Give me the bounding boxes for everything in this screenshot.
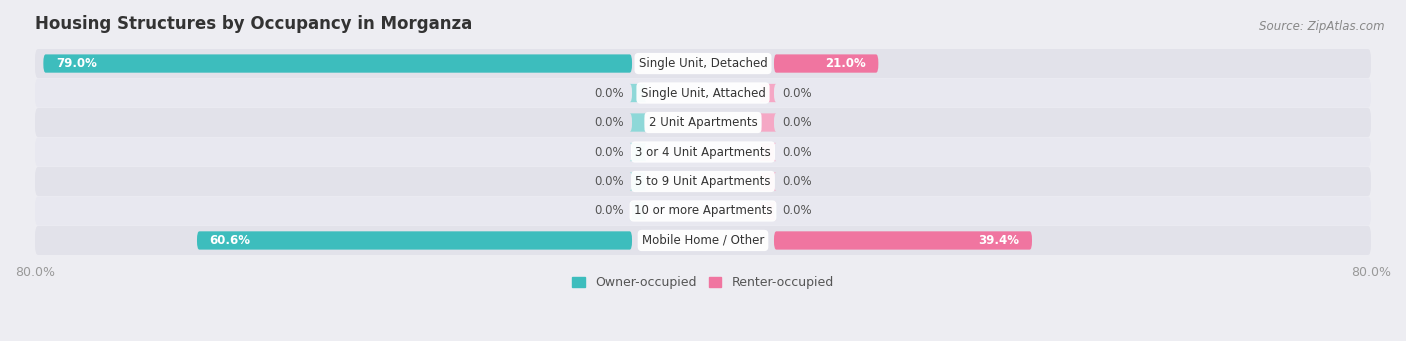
FancyBboxPatch shape: [759, 202, 776, 220]
Text: 79.0%: 79.0%: [56, 57, 97, 70]
Text: 2 Unit Apartments: 2 Unit Apartments: [648, 116, 758, 129]
FancyBboxPatch shape: [773, 231, 1032, 250]
FancyBboxPatch shape: [35, 78, 1371, 107]
FancyBboxPatch shape: [759, 172, 776, 191]
Legend: Owner-occupied, Renter-occupied: Owner-occupied, Renter-occupied: [568, 271, 838, 294]
Text: 60.6%: 60.6%: [209, 234, 250, 247]
FancyBboxPatch shape: [759, 84, 776, 102]
FancyBboxPatch shape: [44, 55, 633, 73]
Text: 0.0%: 0.0%: [782, 175, 811, 188]
FancyBboxPatch shape: [35, 196, 1371, 225]
FancyBboxPatch shape: [630, 143, 647, 161]
Text: 0.0%: 0.0%: [782, 205, 811, 218]
Text: 21.0%: 21.0%: [825, 57, 866, 70]
FancyBboxPatch shape: [630, 172, 647, 191]
FancyBboxPatch shape: [35, 49, 1371, 78]
Text: 10 or more Apartments: 10 or more Apartments: [634, 205, 772, 218]
Text: 0.0%: 0.0%: [595, 205, 624, 218]
FancyBboxPatch shape: [630, 113, 647, 132]
FancyBboxPatch shape: [197, 231, 633, 250]
Text: 0.0%: 0.0%: [595, 146, 624, 159]
Text: 0.0%: 0.0%: [782, 146, 811, 159]
Text: 0.0%: 0.0%: [782, 87, 811, 100]
FancyBboxPatch shape: [759, 113, 776, 132]
FancyBboxPatch shape: [630, 84, 647, 102]
Text: 39.4%: 39.4%: [979, 234, 1019, 247]
Text: Mobile Home / Other: Mobile Home / Other: [641, 234, 765, 247]
FancyBboxPatch shape: [630, 202, 647, 220]
Text: 5 to 9 Unit Apartments: 5 to 9 Unit Apartments: [636, 175, 770, 188]
Text: Source: ZipAtlas.com: Source: ZipAtlas.com: [1260, 20, 1385, 33]
Text: 0.0%: 0.0%: [595, 175, 624, 188]
Text: Single Unit, Attached: Single Unit, Attached: [641, 87, 765, 100]
FancyBboxPatch shape: [35, 226, 1371, 255]
Text: 0.0%: 0.0%: [595, 87, 624, 100]
Text: 0.0%: 0.0%: [782, 116, 811, 129]
FancyBboxPatch shape: [773, 55, 879, 73]
FancyBboxPatch shape: [35, 137, 1371, 166]
Text: 3 or 4 Unit Apartments: 3 or 4 Unit Apartments: [636, 146, 770, 159]
Text: 0.0%: 0.0%: [595, 116, 624, 129]
Text: Single Unit, Detached: Single Unit, Detached: [638, 57, 768, 70]
FancyBboxPatch shape: [759, 143, 776, 161]
FancyBboxPatch shape: [35, 108, 1371, 137]
Text: Housing Structures by Occupancy in Morganza: Housing Structures by Occupancy in Morga…: [35, 15, 472, 33]
FancyBboxPatch shape: [35, 167, 1371, 196]
